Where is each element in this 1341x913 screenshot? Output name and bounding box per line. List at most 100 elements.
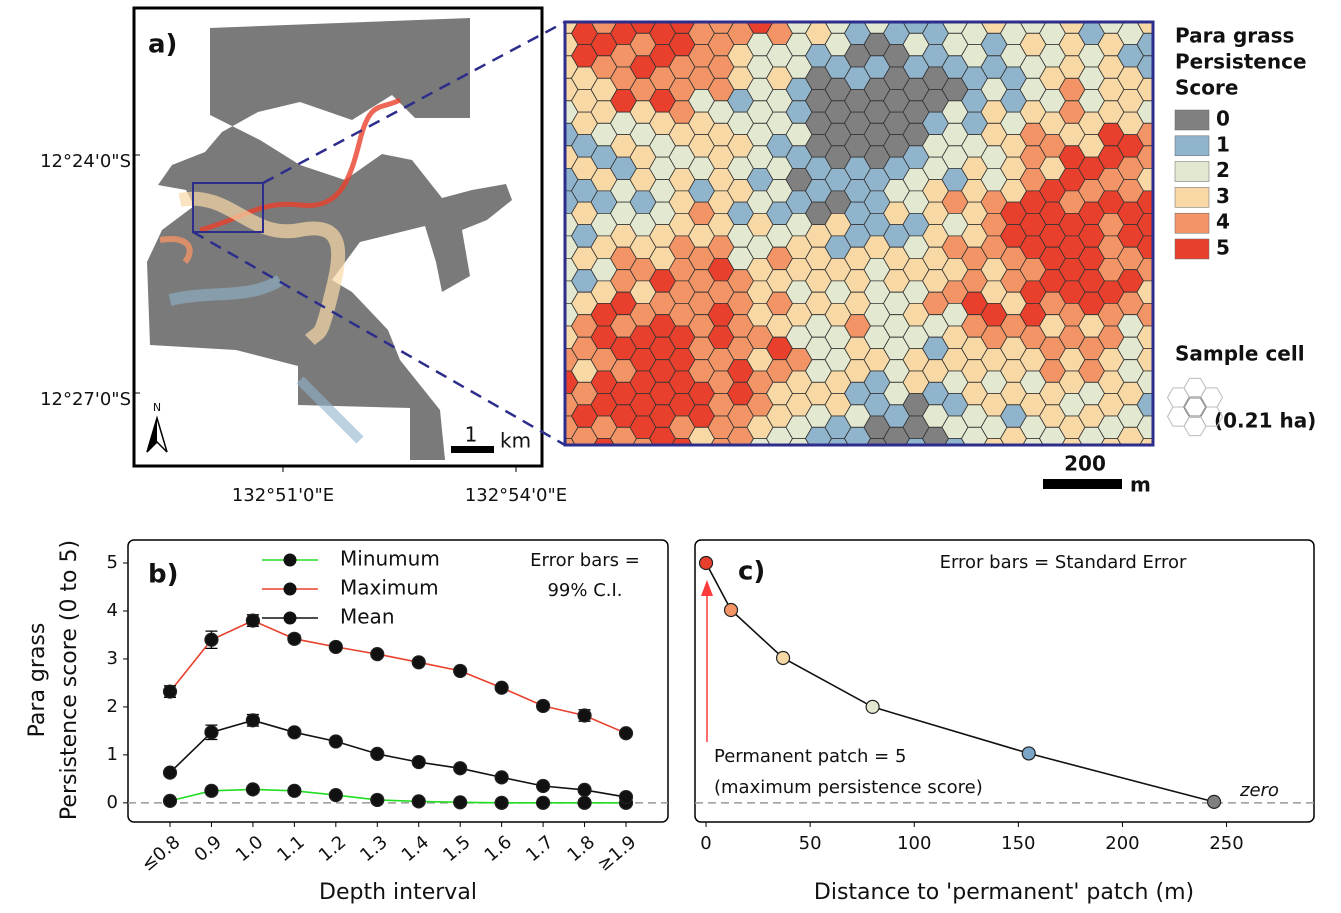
data-point (287, 725, 302, 740)
y-tick-label: 4 (107, 600, 118, 621)
data-point (162, 684, 178, 699)
hex-cell (845, 450, 871, 473)
hex-cell (1136, 190, 1153, 214)
data-point (162, 765, 178, 780)
data-point (723, 602, 739, 618)
data-point (618, 789, 634, 805)
data-point (453, 795, 468, 810)
x-tick-label: 0.9 (190, 832, 225, 866)
data-point (245, 613, 261, 628)
data-point (328, 639, 343, 655)
legend-swatch (1174, 187, 1210, 208)
annotation: Error bars = Standard Error (940, 552, 1187, 573)
hex-cell (1136, 32, 1153, 57)
y-axis-label: Persistence score (0 to 5) (57, 540, 82, 820)
data-point (535, 778, 551, 794)
data-point (370, 647, 385, 662)
x-tick-label: 0 (700, 833, 711, 854)
hex-cell (1136, 55, 1153, 79)
panel-label: b) (148, 560, 179, 590)
map-highlight (178, 191, 346, 346)
hex-cell (1040, 450, 1066, 473)
legend-label: 4 (1216, 210, 1230, 234)
hex-cell (1157, 450, 1183, 473)
series-line (169, 619, 627, 735)
data-point (328, 734, 343, 749)
data-point (287, 631, 302, 646)
data-point (204, 783, 219, 798)
scale-bar (1043, 479, 1122, 489)
data-point (618, 726, 634, 741)
north-arrow (147, 418, 157, 452)
inset-frame (563, 20, 1155, 447)
x-tick-label: 1.4 (398, 832, 433, 866)
hex-cell (962, 450, 988, 473)
legend-marker (283, 553, 297, 567)
x-tick-label: 1.6 (481, 832, 516, 866)
sample-hex (1166, 387, 1191, 408)
x-tick-label: 1.2 (315, 832, 350, 866)
hex-cell (650, 450, 676, 473)
scale-unit: m (1130, 473, 1151, 497)
y-tick-label: 1 (107, 744, 118, 765)
hex-cell (923, 450, 949, 473)
series-line (705, 562, 1215, 803)
x-tick-label: 250 (1209, 833, 1243, 854)
hex-cell (689, 450, 715, 473)
x-tick-label: ≤0.8 (137, 832, 184, 876)
data-point (577, 708, 592, 723)
legend-swatch (1174, 238, 1210, 260)
inset-map (565, 22, 1183, 473)
data-point (204, 632, 219, 647)
hex-cell (1157, 427, 1183, 450)
legend-label: Mean (340, 605, 395, 629)
data-point (245, 782, 261, 797)
legend-swatch (1174, 212, 1210, 234)
x-tick-label: 50 (799, 833, 822, 854)
hex-cell (1118, 450, 1144, 473)
legend-marker (283, 582, 297, 596)
zoom-connector (262, 20, 566, 185)
zoom-box (192, 182, 264, 233)
longitude-label: 132°51'0"E (232, 485, 334, 506)
north-label: N (153, 401, 161, 414)
plot-frame (694, 539, 1315, 823)
scale-label: 1 (465, 423, 478, 447)
legend: Para grass Persistence Score Sample cell… (1166, 24, 1316, 437)
y-tick-label: 5 (107, 552, 118, 573)
legend-label: 2 (1216, 158, 1230, 182)
hex-cell (1136, 167, 1153, 192)
data-point (535, 698, 551, 714)
scale-bar (451, 446, 494, 453)
hex-cell (1136, 302, 1153, 327)
scale-unit: km (500, 429, 531, 453)
y-tick-label: 0 (107, 792, 118, 813)
data-point (865, 699, 880, 714)
legend-label: 3 (1216, 184, 1230, 208)
legend-label: Maximum (340, 576, 439, 600)
legend-label: 1 (1216, 132, 1230, 156)
data-point (370, 746, 385, 761)
data-point (411, 655, 426, 670)
map-highlight (159, 236, 193, 264)
x-tick-label: 100 (897, 833, 931, 854)
y-tick-label: 3 (107, 648, 118, 669)
hex-cell (1157, 292, 1183, 315)
plot-frame (127, 539, 669, 823)
legend-label: 0 (1216, 107, 1230, 131)
data-point (494, 680, 509, 695)
map-region (147, 18, 512, 460)
data-point (411, 754, 426, 770)
legend-title: Persistence (1175, 50, 1307, 74)
data-point (494, 770, 509, 785)
hex-cell (1136, 257, 1153, 282)
annotation: Permanent patch = 5 (714, 746, 906, 767)
legend-label: 5 (1216, 236, 1230, 260)
hex-cell (1136, 212, 1153, 237)
sample-cell-icon (1166, 377, 1224, 437)
sample-hex (1166, 406, 1191, 427)
panel-label: c) (738, 557, 765, 587)
x-tick-label: 200 (1105, 833, 1139, 854)
legend-swatch (1174, 135, 1210, 157)
